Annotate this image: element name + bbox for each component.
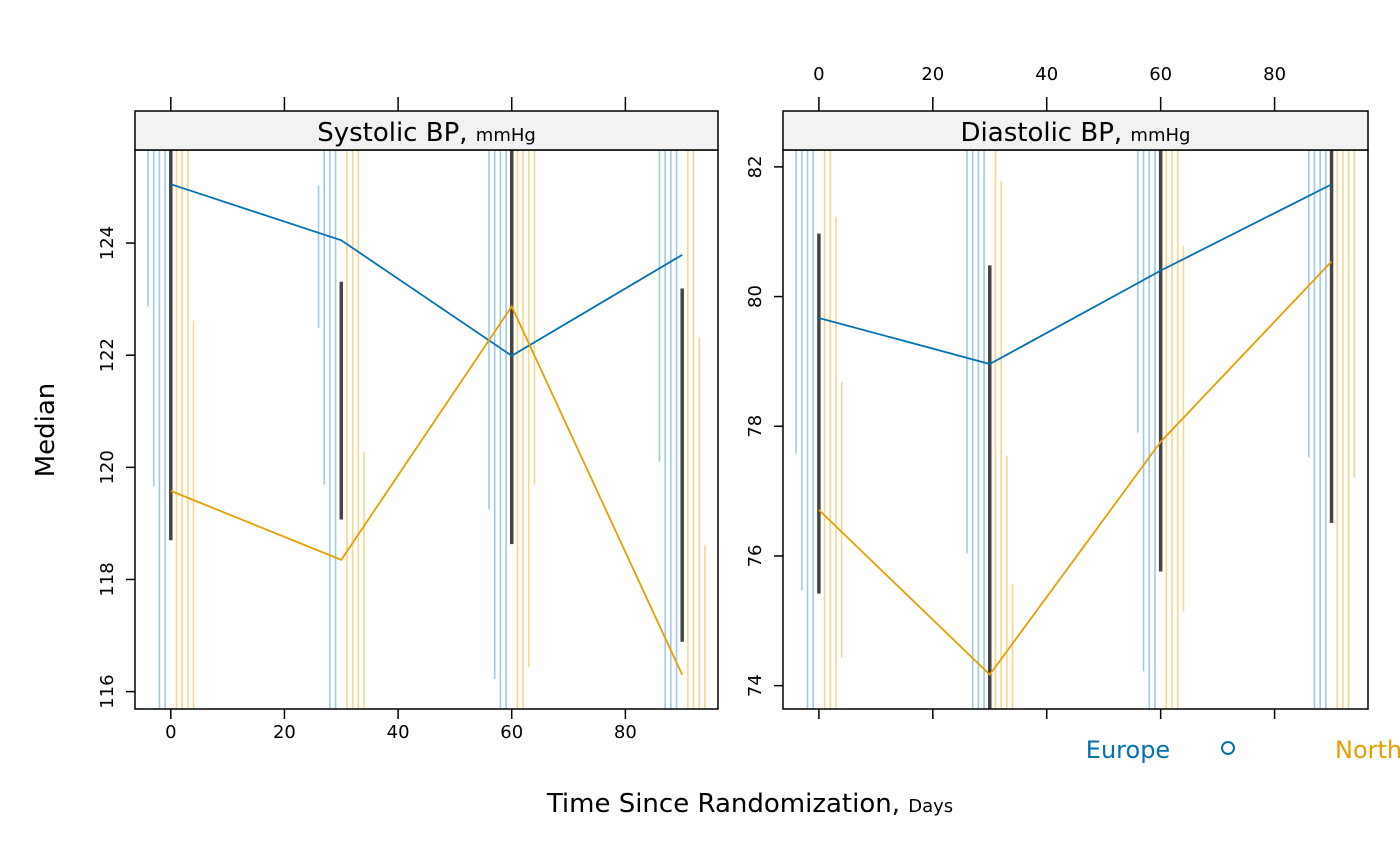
- legend-europe-circle-icon: [1221, 741, 1235, 755]
- x-tick-label: 40: [1035, 64, 1058, 85]
- y-axis-label: Median: [31, 383, 61, 478]
- strip: [782, 110, 1369, 151]
- y-tick-label: 118: [97, 562, 118, 596]
- x-tick-label: 0: [813, 64, 824, 85]
- legend: Europe North America: [1086, 736, 1400, 764]
- x-axis-label-main: Time Since Randomization: [546, 789, 892, 819]
- legend-label-europe[interactable]: Europe: [1086, 736, 1170, 764]
- x-tick-label: 0: [165, 722, 176, 743]
- x-tick-label: 20: [273, 722, 296, 743]
- y-tick-label: 80: [745, 285, 766, 308]
- panel-1: Systolic BP, mmHg 0 20 40 60 80 116 118 120 122 12…: [97, 97, 719, 743]
- x-tick-label: 20: [921, 64, 944, 85]
- panel-frame: [134, 149, 719, 710]
- y-tick-label: 76: [745, 545, 766, 568]
- series-line-europe: [170, 183, 683, 357]
- y-tick-label: 74: [745, 674, 766, 697]
- strip-title-comma: ,: [1114, 118, 1131, 148]
- x-axis-label: Time Since Randomization, Days: [546, 789, 953, 819]
- y-tick-label: 116: [97, 674, 118, 708]
- strip-title-comma: ,: [459, 118, 476, 148]
- strip-title-name: Systolic BP: [317, 118, 459, 148]
- x-tick-label: 60: [500, 722, 523, 743]
- legend-label-north-america[interactable]: North America: [1335, 736, 1400, 764]
- plot-area: [795, 150, 1356, 709]
- series-line-north-america: [170, 304, 684, 676]
- strip-title: Systolic BP, mmHg: [317, 118, 536, 148]
- series-line-north-america: [818, 260, 1333, 676]
- y-tick-label: 122: [97, 338, 118, 372]
- y-tick-label: 82: [745, 155, 766, 178]
- strip: [134, 110, 719, 151]
- strip-title-units: mmHg: [1130, 125, 1190, 146]
- plot-area: [147, 150, 706, 709]
- x-tick-label: 80: [1263, 64, 1286, 85]
- series-line-europe: [818, 183, 1332, 365]
- x-tick-label: 80: [614, 722, 637, 743]
- x-tick-label: 60: [1149, 64, 1172, 85]
- x-axis-label-units: Days: [908, 796, 953, 817]
- panel-frame: [782, 149, 1369, 710]
- strip-title: Diastolic BP, mmHg: [961, 118, 1191, 148]
- strip-title-name: Diastolic BP: [961, 118, 1114, 148]
- y-tick-label: 120: [97, 450, 118, 484]
- x-axis-label-comma: ,: [892, 789, 909, 819]
- y-tick-label: 124: [97, 226, 118, 260]
- panel-2: Diastolic BP, mmHg 0 20 40 60 80 74 76 78 80 82: [745, 64, 1369, 719]
- x-tick-label: 40: [387, 722, 410, 743]
- y-tick-label: 78: [745, 415, 766, 438]
- strip-title-units: mmHg: [476, 125, 536, 146]
